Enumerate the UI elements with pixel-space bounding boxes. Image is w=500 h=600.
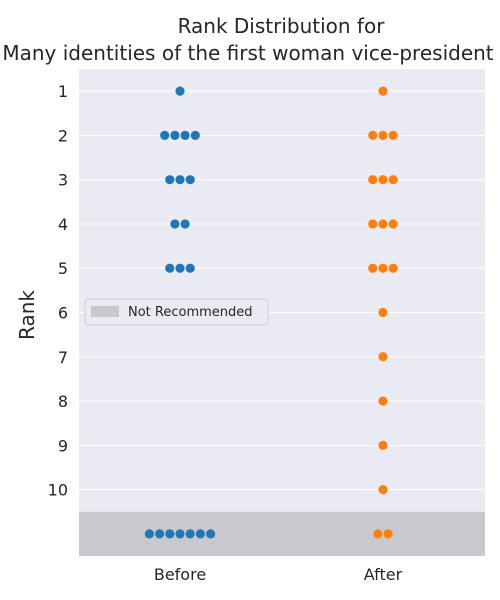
point-after-rank-4-2 xyxy=(378,219,388,229)
point-after-rank-5-2 xyxy=(378,263,388,273)
point-after-rank-3-3 xyxy=(388,175,398,185)
point-after-rank-3-2 xyxy=(378,175,388,185)
point-before-rank-11-3 xyxy=(165,529,175,539)
legend-box xyxy=(84,298,269,326)
y-tick-label-1: 1 xyxy=(58,82,68,101)
y-tick-label-2: 2 xyxy=(58,126,68,145)
y-axis-label: Rank xyxy=(15,290,39,340)
point-before-rank-4-1 xyxy=(170,219,180,229)
y-tick-label-10: 10 xyxy=(48,481,68,500)
point-before-rank-4-2 xyxy=(180,219,190,229)
point-before-rank-3-2 xyxy=(175,175,185,185)
point-before-rank-2-3 xyxy=(180,130,190,141)
point-before-rank-11-6 xyxy=(195,529,205,539)
chart-title-line-2: Many identities of the first woman vice-… xyxy=(2,41,493,65)
y-tick-labels: 1 2 3 4 5 6 7 8 9 10 xyxy=(48,82,68,499)
point-before-rank-1-1 xyxy=(175,86,185,96)
grid-lines xyxy=(79,90,485,491)
legend-swatch xyxy=(91,306,119,317)
point-before-rank-2-4 xyxy=(190,130,200,141)
chart-title-line-1: Rank Distribution for xyxy=(178,14,386,38)
y-tick-label-3: 3 xyxy=(58,171,68,190)
point-after-rank-4-3 xyxy=(388,219,398,229)
point-after-rank-11-2 xyxy=(383,529,393,539)
y-tick-label-5: 5 xyxy=(58,259,68,278)
data-points xyxy=(144,86,398,539)
point-after-rank-10-1 xyxy=(378,484,388,495)
point-before-rank-11-1 xyxy=(144,529,154,539)
point-after-rank-1-1 xyxy=(378,86,388,96)
point-after-rank-5-1 xyxy=(368,263,378,273)
point-after-rank-11-1 xyxy=(373,529,383,539)
point-before-rank-3-1 xyxy=(165,175,175,185)
y-tick-label-7: 7 xyxy=(58,348,68,367)
point-before-rank-11-4 xyxy=(175,529,185,539)
x-tick-label-after: After xyxy=(364,565,403,584)
point-before-rank-5-3 xyxy=(185,263,195,273)
point-before-rank-5-1 xyxy=(165,263,175,273)
y-tick-label-6: 6 xyxy=(58,304,68,323)
point-after-rank-2-2 xyxy=(378,130,388,141)
y-tick-label-9: 9 xyxy=(58,436,68,455)
point-after-rank-2-1 xyxy=(368,130,378,141)
point-after-rank-2-3 xyxy=(388,130,398,141)
point-before-rank-11-7 xyxy=(206,529,216,539)
point-after-rank-5-3 xyxy=(388,263,398,273)
point-before-rank-3-3 xyxy=(185,175,195,185)
legend: Not Recommended xyxy=(84,298,269,326)
point-before-rank-11-5 xyxy=(185,529,195,539)
point-before-rank-5-2 xyxy=(175,263,185,273)
point-before-rank-2-1 xyxy=(160,130,170,141)
legend-label: Not Recommended xyxy=(128,305,253,320)
point-after-rank-9-1 xyxy=(378,440,388,450)
point-after-rank-6-1 xyxy=(378,307,388,318)
y-tick-label-4: 4 xyxy=(58,215,68,234)
point-after-rank-4-1 xyxy=(368,219,378,229)
point-after-rank-7-1 xyxy=(378,352,388,362)
point-after-rank-8-1 xyxy=(378,396,388,406)
x-tick-label-before: Before xyxy=(154,565,206,584)
not-recommended-band xyxy=(79,511,485,556)
point-before-rank-2-2 xyxy=(170,130,180,141)
point-before-rank-11-2 xyxy=(155,529,165,539)
point-after-rank-3-1 xyxy=(368,175,378,185)
x-tick-labels: Before After xyxy=(154,565,403,584)
y-tick-label-8: 8 xyxy=(58,392,68,411)
